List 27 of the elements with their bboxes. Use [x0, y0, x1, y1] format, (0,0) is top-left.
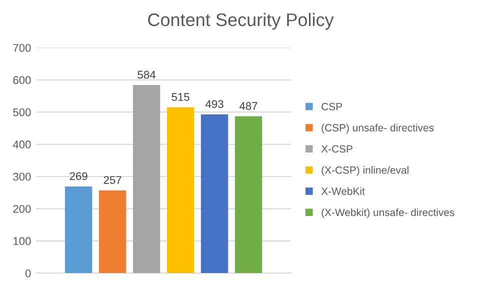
data-label: 584 — [138, 70, 156, 79]
y-tick-label: 300 — [13, 172, 31, 181]
legend-label: (X-CSP) inline/eval — [322, 166, 408, 176]
y-tick-label: 600 — [13, 76, 31, 84]
chart-title: Content Security Policy — [148, 12, 334, 30]
legend-label: (X-Webkit) unsafe- directives — [322, 208, 454, 218]
y-tick-label: 400 — [12, 140, 31, 148]
legend-label: X-WebKit — [321, 187, 365, 195]
data-label: 487 — [240, 102, 258, 110]
bar — [200, 114, 228, 274]
bar — [166, 107, 194, 274]
bar — [234, 116, 262, 274]
bar — [64, 186, 92, 274]
y-tick-label: 0 — [25, 269, 31, 278]
bar — [98, 190, 126, 274]
data-label: 515 — [172, 93, 190, 101]
legend-label: CSP — [322, 102, 342, 110]
y-tick-label: 200 — [13, 204, 31, 213]
data-label: 257 — [104, 176, 122, 184]
y-tick-label: 500 — [13, 108, 31, 116]
data-label: 269 — [70, 172, 88, 180]
legend-label: X-CSP — [321, 145, 352, 153]
data-label: 493 — [206, 100, 224, 108]
bar — [132, 85, 160, 274]
y-tick-label: 700 — [13, 44, 31, 52]
y-tick-label: 100 — [14, 237, 31, 246]
legend-label: (CSP) unsafe- directives — [322, 124, 434, 134]
